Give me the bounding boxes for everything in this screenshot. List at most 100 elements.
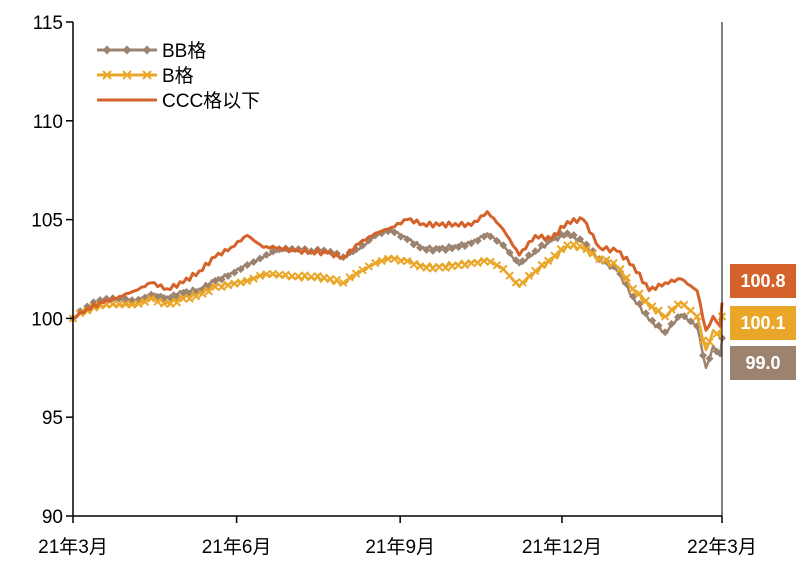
data-point bbox=[403, 235, 412, 244]
y-tick-label: 105 bbox=[31, 211, 63, 232]
end-label-value: 99.0 bbox=[745, 353, 780, 373]
data-point bbox=[705, 337, 714, 346]
data-point bbox=[531, 247, 540, 256]
data-point bbox=[416, 243, 425, 252]
data-point bbox=[511, 278, 521, 287]
data-point bbox=[255, 271, 265, 281]
x-tick-label: 21年3月 bbox=[38, 536, 108, 558]
data-point bbox=[364, 262, 374, 271]
data-point bbox=[641, 309, 650, 318]
data-point bbox=[648, 316, 657, 325]
data-point bbox=[307, 272, 316, 282]
series-line bbox=[72, 210, 724, 332]
data-point bbox=[486, 257, 495, 266]
data-point bbox=[588, 249, 598, 258]
data-point bbox=[686, 317, 695, 326]
data-point bbox=[403, 256, 412, 266]
data-point bbox=[224, 272, 233, 281]
data-point bbox=[473, 258, 482, 268]
data-point bbox=[236, 278, 246, 287]
data-point bbox=[268, 247, 277, 256]
data-point bbox=[575, 242, 585, 251]
data-point bbox=[326, 274, 335, 284]
data-point bbox=[422, 245, 431, 254]
data-point bbox=[654, 321, 663, 330]
data-point bbox=[712, 329, 721, 338]
series-3 bbox=[72, 210, 724, 332]
data-point bbox=[179, 294, 188, 303]
data-point bbox=[635, 289, 644, 298]
data-point bbox=[460, 260, 470, 270]
y-tick-label: 100 bbox=[31, 309, 63, 330]
legend-marker bbox=[122, 70, 132, 80]
data-point bbox=[660, 312, 670, 321]
data-point bbox=[435, 262, 444, 272]
data-point bbox=[217, 275, 226, 284]
data-point bbox=[339, 278, 348, 288]
x-tick-label: 21年9月 bbox=[365, 536, 435, 558]
legend-marker bbox=[122, 45, 132, 55]
data-point bbox=[409, 260, 418, 269]
data-point bbox=[358, 265, 367, 275]
data-point bbox=[467, 239, 476, 248]
data-point bbox=[268, 269, 278, 279]
data-point bbox=[447, 261, 457, 271]
x-axis-ticks: 21年3月 21年6月 21年9月 21年12月 22年3月 bbox=[38, 516, 757, 558]
data-point bbox=[499, 264, 508, 274]
data-point bbox=[313, 271, 322, 281]
data-point bbox=[616, 264, 625, 274]
data-point bbox=[319, 273, 329, 282]
data-point bbox=[705, 354, 714, 363]
data-point bbox=[371, 258, 380, 268]
data-point bbox=[198, 289, 207, 299]
data-point bbox=[159, 299, 169, 308]
data-point bbox=[622, 273, 631, 282]
legend-marker bbox=[102, 70, 112, 80]
end-label-value: 100.8 bbox=[740, 271, 785, 291]
legend-item: BB格 bbox=[97, 40, 206, 62]
data-point bbox=[422, 263, 431, 272]
data-point bbox=[531, 266, 540, 276]
data-point bbox=[249, 274, 258, 283]
data-point bbox=[243, 261, 252, 270]
data-point bbox=[563, 229, 572, 238]
data-point bbox=[518, 257, 527, 266]
data-point bbox=[518, 278, 527, 287]
legend-item: CCC格以下 bbox=[97, 90, 260, 112]
data-point bbox=[166, 299, 175, 308]
data-point bbox=[460, 242, 469, 251]
y-tick-label: 115 bbox=[33, 13, 63, 34]
data-point bbox=[492, 236, 501, 245]
data-point bbox=[563, 241, 572, 250]
end-label-box: 100.1 bbox=[730, 306, 796, 340]
legend-label: CCC格以下 bbox=[162, 90, 260, 112]
data-point bbox=[712, 347, 721, 356]
x-tick-label: 21年12月 bbox=[522, 536, 602, 558]
data-point bbox=[654, 306, 663, 315]
data-point bbox=[524, 251, 533, 260]
end-label-background bbox=[730, 346, 796, 380]
data-point bbox=[524, 271, 534, 281]
data-point bbox=[628, 284, 638, 293]
data-point bbox=[211, 282, 220, 291]
data-point bbox=[351, 269, 361, 278]
legend-marker bbox=[142, 70, 152, 80]
data-point bbox=[390, 254, 399, 264]
data-point bbox=[480, 232, 489, 241]
data-point bbox=[499, 241, 508, 250]
data-point bbox=[172, 298, 182, 307]
legend-item: B格 bbox=[97, 65, 194, 87]
data-point bbox=[383, 254, 393, 264]
x-tick-label: 21年6月 bbox=[202, 536, 272, 558]
data-point bbox=[396, 232, 405, 241]
data-point bbox=[191, 292, 201, 301]
data-point bbox=[576, 235, 585, 244]
data-point bbox=[127, 300, 137, 309]
data-point bbox=[479, 256, 489, 266]
end-label-box: 99.0 bbox=[730, 346, 796, 380]
data-point bbox=[473, 236, 482, 245]
series-layer bbox=[68, 210, 727, 370]
data-point bbox=[609, 258, 618, 268]
data-point bbox=[595, 254, 604, 264]
data-point bbox=[377, 256, 386, 266]
